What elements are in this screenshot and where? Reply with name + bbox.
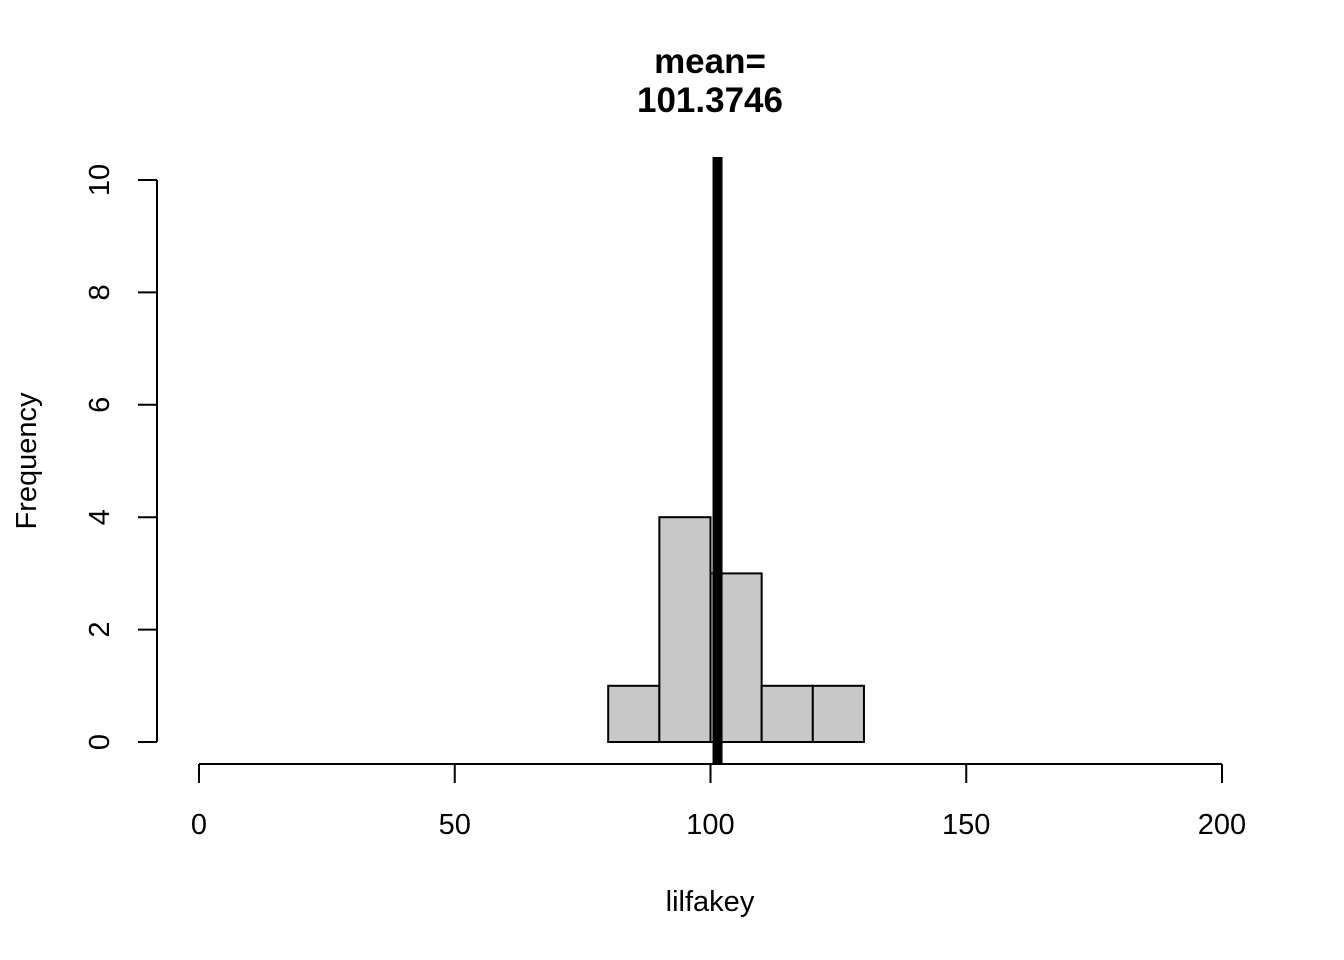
y-tick-label-8: 8 xyxy=(84,284,116,300)
y-tick-label-10: 10 xyxy=(84,164,116,196)
y-tick-label-4: 4 xyxy=(84,509,116,525)
histogram-bar-80-90 xyxy=(607,684,661,743)
histogram-bar-110-120 xyxy=(760,684,814,743)
histogram-bars xyxy=(607,516,865,744)
x-axis: 0 50 100 150 200 xyxy=(191,763,1246,841)
x-tick-label-50: 50 xyxy=(439,809,471,841)
x-axis-label: lilfakey xyxy=(666,886,755,918)
histogram-bar-90-100 xyxy=(658,516,712,744)
x-tick-label-100: 100 xyxy=(686,809,734,841)
y-tick-label-2: 2 xyxy=(84,622,116,638)
x-tick-label-0: 0 xyxy=(191,809,207,841)
y-tick-label-6: 6 xyxy=(84,397,116,413)
y-axis-label: Frequency xyxy=(11,392,43,530)
y-tick-label-0: 0 xyxy=(84,734,116,750)
y-axis: 0 2 4 6 8 10 xyxy=(84,164,158,750)
chart-title-line-2: 101.3746 xyxy=(637,81,783,120)
chart-title-line-1: mean= xyxy=(654,42,766,81)
x-tick-label-150: 150 xyxy=(942,809,990,841)
x-tick-label-200: 200 xyxy=(1198,809,1246,841)
histogram-bar-120-130 xyxy=(811,684,865,743)
